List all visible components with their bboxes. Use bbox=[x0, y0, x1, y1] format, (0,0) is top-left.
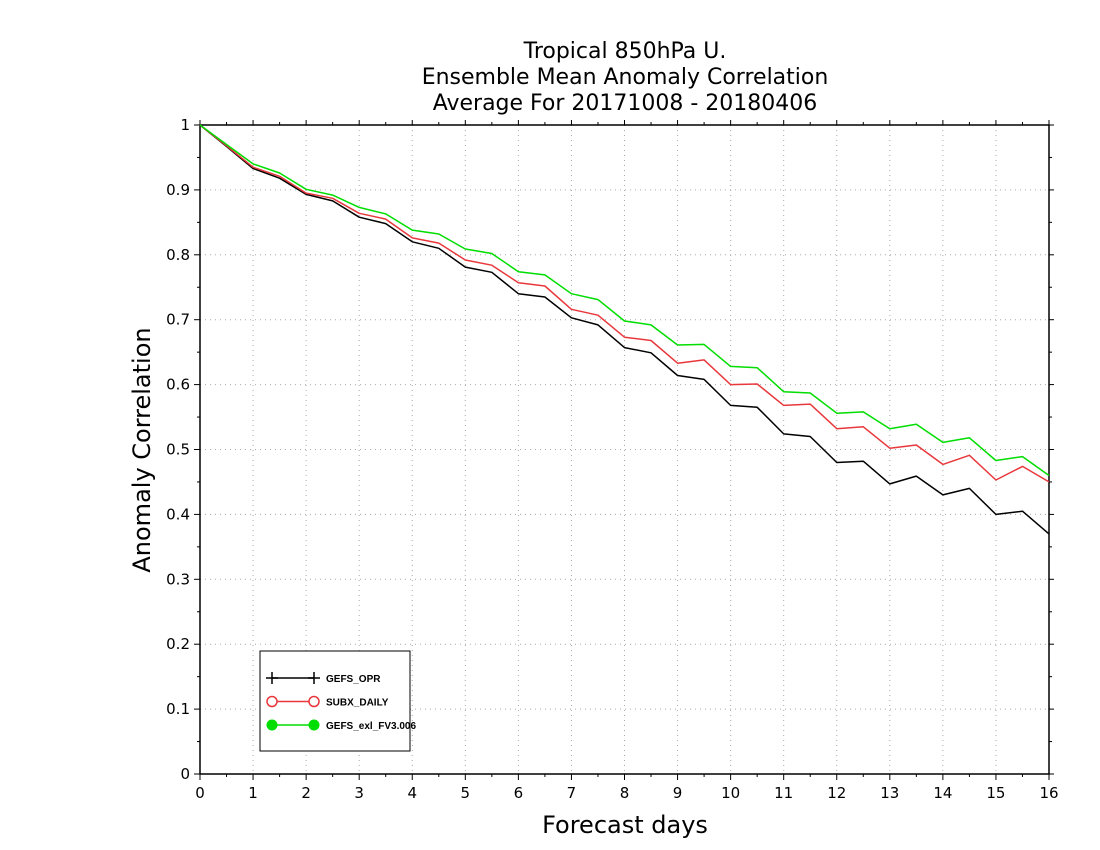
y-tick-label: 0.5 bbox=[166, 441, 190, 459]
chart-title-line-1: Tropical 850hPa U. bbox=[523, 39, 727, 64]
y-tick-label: 1 bbox=[180, 116, 190, 134]
y-tick-label: 0.1 bbox=[166, 700, 190, 718]
x-tick-label: 13 bbox=[880, 784, 899, 802]
legend-marker-open-circle bbox=[308, 695, 320, 708]
axis-ticks: 0 1 2 3 4 5 6 7 8 9 10 11 12 13 14 15 1600.10.20.30.40.5… bbox=[166, 116, 1058, 802]
x-tick-label: 7 bbox=[567, 784, 577, 802]
x-tick-label: 10 bbox=[721, 784, 740, 802]
y-tick-label: 0.6 bbox=[166, 376, 190, 394]
series-line-2 bbox=[199, 124, 1050, 483]
x-tick-label: 15 bbox=[986, 784, 1005, 802]
legend-label-3: GEFS_exl_FV3.006 bbox=[326, 721, 416, 732]
series-lines bbox=[199, 124, 1050, 535]
legend: GEFS_OPR SUBX_DAILY GEFS_exl_FV3.006 bbox=[259, 650, 416, 752]
y-tick-label: 0.9 bbox=[166, 181, 190, 199]
x-tick-label: 11 bbox=[774, 784, 793, 802]
y-tick-label: 0.3 bbox=[166, 570, 190, 588]
y-axis-title: Anomaly Correlation bbox=[128, 327, 156, 572]
x-tick-label: 8 bbox=[620, 784, 630, 802]
y-tick-label: 0.8 bbox=[166, 246, 190, 264]
legend-label-2: SUBX_DAILY bbox=[326, 698, 389, 709]
chart-title-line-3: Average For 20171008 - 20180406 bbox=[433, 91, 818, 116]
x-tick-label: 0 bbox=[195, 784, 205, 802]
series-line-3 bbox=[199, 124, 1050, 477]
legend-marker-filled-circle bbox=[266, 719, 278, 731]
x-tick-label: 2 bbox=[301, 784, 311, 802]
y-tick-label: 0 bbox=[180, 765, 190, 783]
x-tick-label: 14 bbox=[933, 784, 952, 802]
y-tick-label: 0.2 bbox=[166, 635, 190, 653]
x-axis-title: Forecast days bbox=[542, 811, 708, 839]
x-tick-label: 3 bbox=[354, 784, 364, 802]
y-tick-label: 0.4 bbox=[166, 505, 190, 523]
x-tick-label: 6 bbox=[514, 784, 524, 802]
x-tick-label: 9 bbox=[673, 784, 683, 802]
legend-marker-open-circle bbox=[266, 695, 278, 708]
chart-title-line-2: Ensemble Mean Anomaly Correlation bbox=[422, 65, 829, 90]
x-tick-label: 4 bbox=[407, 784, 417, 802]
legend-marker-filled-circle bbox=[308, 719, 320, 731]
x-tick-label: 12 bbox=[827, 784, 846, 802]
legend-label-1: GEFS_OPR bbox=[326, 674, 381, 685]
x-tick-label: 5 bbox=[461, 784, 471, 802]
y-tick-label: 0.7 bbox=[166, 311, 190, 329]
series-line-1 bbox=[199, 124, 1050, 535]
x-tick-label: 1 bbox=[248, 784, 258, 802]
x-tick-label: 16 bbox=[1039, 784, 1058, 802]
